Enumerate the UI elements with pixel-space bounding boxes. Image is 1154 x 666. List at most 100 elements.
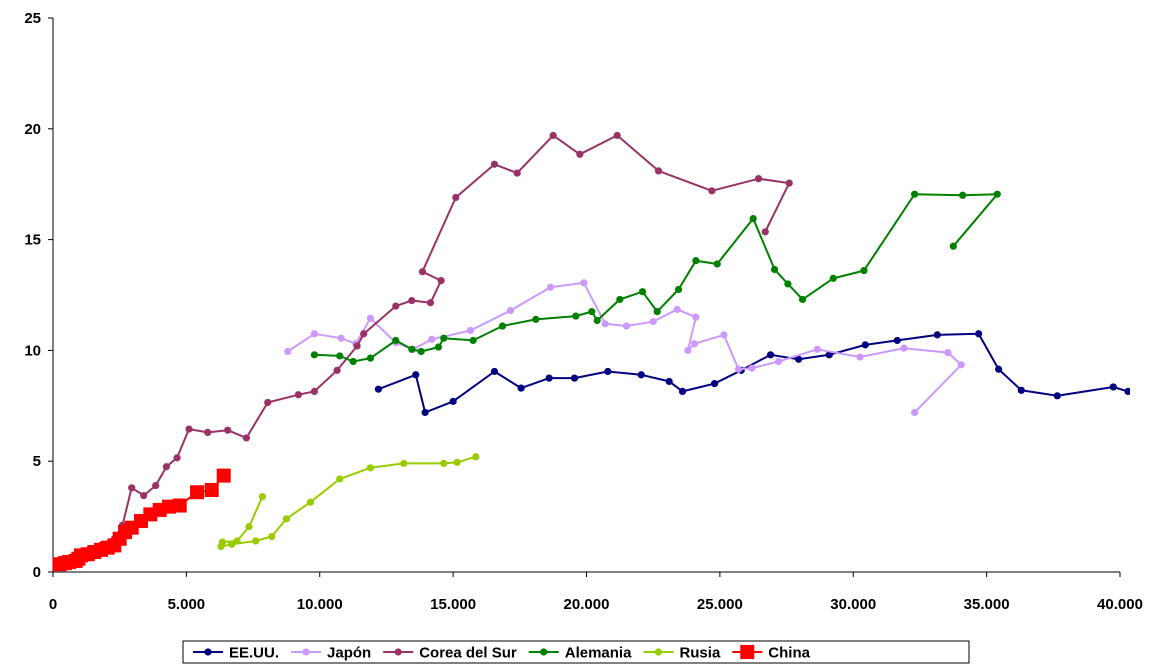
data-point [754,175,763,183]
data-point [995,365,1003,373]
data-point [576,150,584,158]
legend-entry-3: Alemania [528,645,632,662]
data-point [860,267,868,275]
data-point [268,532,276,541]
series-line [378,332,1129,414]
legend: EE.UU. Japón Corea del Sur Alemania Rusia Chi… [182,640,970,664]
data-point [353,342,361,350]
series-4 [217,453,480,551]
data-point [333,366,341,374]
data-point [217,542,225,551]
legend-swatch-marker [540,648,548,656]
data-point [310,330,319,338]
data-point [678,387,687,395]
data-point [408,345,416,353]
data-point [449,397,457,405]
data-point [426,299,435,307]
data-point [546,283,555,291]
data-point [1053,392,1061,400]
data-point [310,351,319,359]
data-point [784,280,792,288]
data-point [665,377,673,386]
data-point [162,463,170,471]
data-point [294,391,303,399]
data-point [128,484,136,492]
data-point [622,322,631,330]
series-5 [52,468,231,572]
data-point [490,367,499,376]
data-point [282,515,291,523]
data-point [570,374,579,382]
data-point [734,365,743,373]
data-point [366,464,375,472]
x-tick-label: 0 [49,596,57,613]
data-point [713,260,721,268]
x-tick-label: 35.000 [964,596,1010,613]
data-point [366,354,375,362]
data-point [152,481,160,490]
data-point [452,193,460,202]
legend-label: Corea del Sur [419,645,517,662]
data-point [829,274,837,282]
series-1 [284,279,965,417]
data-point [162,499,177,514]
data-point [532,315,540,323]
data-point [975,330,983,338]
data-point [284,347,292,356]
data-point [766,351,775,359]
data-point [785,179,793,187]
data-point [336,352,344,360]
data-point [692,257,700,265]
data-point [366,314,375,322]
legend-entry-5: China [732,645,811,662]
data-point [674,285,683,294]
data-point [360,330,368,338]
x-tick-label: 30.000 [830,596,876,613]
data-point [258,493,266,501]
data-point [774,357,783,366]
x-tick-label: 5.000 [168,596,206,613]
data-point [604,367,612,376]
data-point [224,426,232,434]
data-point [337,334,345,342]
data-point [957,361,965,369]
data-point [861,341,869,349]
data-point [392,336,400,345]
data-point [690,340,699,348]
data-point [825,351,833,359]
legend-label: EE.UU. [229,645,279,662]
data-point [613,131,621,140]
data-point [469,336,477,345]
data-point [993,190,1001,198]
legend-swatch-marker [204,648,212,656]
series-3 [310,190,1001,366]
data-point [173,454,181,462]
data-point [653,308,661,316]
legend-swatch-marker [740,645,755,659]
data-point [453,458,461,466]
data-point [506,306,515,315]
series-line [314,193,999,363]
data-point [545,374,553,382]
data-point [490,160,499,168]
data-point [1124,387,1130,395]
data-point [513,169,521,177]
data-point [434,343,443,351]
data-point [408,296,416,305]
data-point [472,453,480,461]
data-point [798,295,807,304]
data-point [400,459,408,468]
data-point [593,316,601,325]
x-tick-label: 15.000 [430,596,476,613]
data-point [140,491,148,500]
data-point [1109,383,1117,391]
data-point [949,242,957,250]
plot-area [52,131,1130,572]
data-point [856,353,864,361]
y-tick-label: 10 [24,342,41,359]
data-point [1017,386,1025,394]
data-point [673,305,681,314]
data-point [437,276,445,285]
data-point [392,302,400,310]
data-point [336,475,344,483]
